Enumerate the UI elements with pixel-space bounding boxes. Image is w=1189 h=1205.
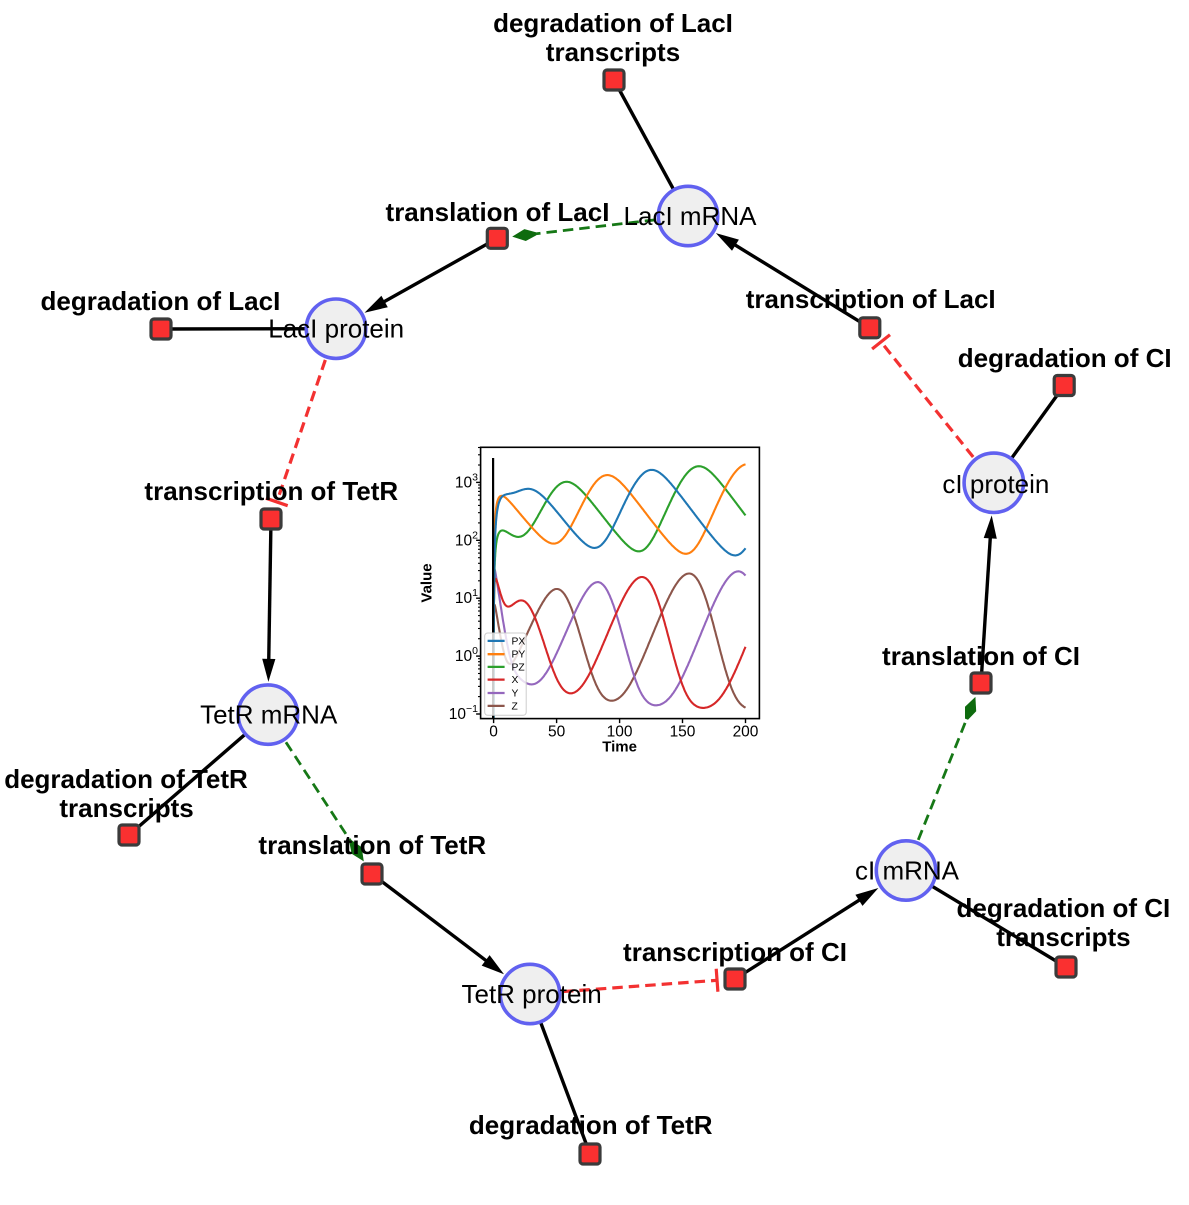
svg-text:translation of LacI: translation of LacI xyxy=(386,197,610,227)
svg-text:degradation of TetR: degradation of TetR xyxy=(4,764,248,794)
svg-text:Z: Z xyxy=(512,701,518,712)
svg-text:translation of CI: translation of CI xyxy=(882,641,1080,671)
svg-text:degradation of LacI: degradation of LacI xyxy=(493,8,733,38)
svg-text:50: 50 xyxy=(548,724,566,741)
svg-text:PX: PX xyxy=(512,636,526,647)
svg-text:150: 150 xyxy=(670,724,696,741)
svg-text:LacI protein: LacI protein xyxy=(268,314,404,344)
svg-text:cI mRNA: cI mRNA xyxy=(855,856,960,886)
svg-text:TetR mRNA: TetR mRNA xyxy=(200,700,338,730)
svg-text:Value: Value xyxy=(418,563,435,602)
svg-text:transcription of CI: transcription of CI xyxy=(623,937,847,967)
svg-text:Time: Time xyxy=(602,739,637,756)
svg-text:cI protein: cI protein xyxy=(942,469,1049,499)
svg-text:transcripts: transcripts xyxy=(996,922,1130,952)
svg-text:degradation of LacI: degradation of LacI xyxy=(40,286,280,316)
svg-text:transcription of LacI: transcription of LacI xyxy=(746,284,996,314)
svg-text:LacI mRNA: LacI mRNA xyxy=(624,201,758,231)
svg-text:TetR protein: TetR protein xyxy=(462,979,602,1009)
svg-text:Y: Y xyxy=(512,688,519,699)
svg-text:X: X xyxy=(512,675,519,686)
svg-text:PZ: PZ xyxy=(512,662,525,673)
svg-text:degradation of CI: degradation of CI xyxy=(957,893,1171,923)
svg-text:degradation of TetR: degradation of TetR xyxy=(469,1110,713,1140)
svg-text:degradation of CI: degradation of CI xyxy=(958,343,1172,373)
svg-text:transcripts: transcripts xyxy=(546,37,680,67)
svg-text:PY: PY xyxy=(512,650,526,661)
svg-text:translation of TetR: translation of TetR xyxy=(258,830,486,860)
svg-text:transcripts: transcripts xyxy=(59,793,193,823)
svg-text:0: 0 xyxy=(489,724,498,741)
svg-text:200: 200 xyxy=(733,724,759,741)
svg-text:transcription of TetR: transcription of TetR xyxy=(144,476,398,506)
